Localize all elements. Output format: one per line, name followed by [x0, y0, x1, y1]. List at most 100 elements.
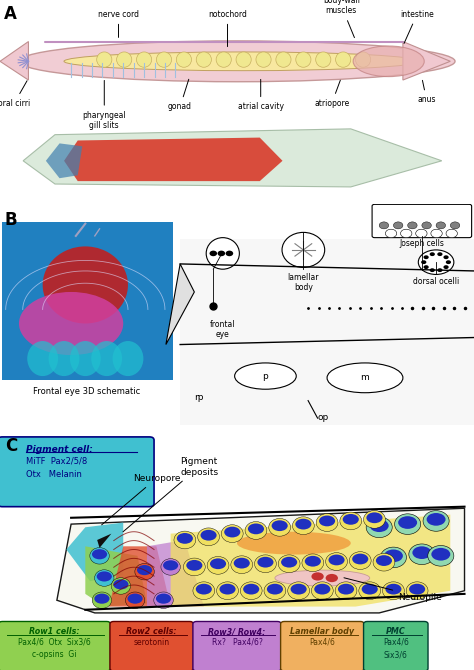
Circle shape — [398, 516, 417, 529]
Ellipse shape — [235, 363, 296, 389]
Ellipse shape — [282, 232, 325, 267]
Circle shape — [210, 558, 226, 569]
Circle shape — [128, 594, 143, 604]
Text: pharyngeal
gill slits: pharyngeal gill slits — [82, 80, 126, 130]
Ellipse shape — [236, 52, 251, 67]
Circle shape — [226, 251, 233, 256]
Ellipse shape — [316, 514, 338, 531]
Circle shape — [291, 584, 307, 594]
Ellipse shape — [296, 52, 311, 67]
Text: frontal
eye: frontal eye — [210, 320, 236, 340]
Circle shape — [267, 584, 283, 594]
Text: rp: rp — [194, 393, 204, 401]
Text: p: p — [263, 372, 268, 381]
Circle shape — [137, 565, 152, 575]
Ellipse shape — [353, 46, 424, 76]
Circle shape — [362, 584, 378, 594]
Ellipse shape — [206, 238, 239, 269]
Circle shape — [385, 584, 401, 594]
Circle shape — [436, 222, 446, 229]
Ellipse shape — [340, 512, 362, 530]
Ellipse shape — [349, 551, 371, 570]
FancyBboxPatch shape — [193, 622, 281, 670]
Circle shape — [438, 252, 443, 256]
Ellipse shape — [276, 52, 291, 67]
Text: Row2 cells:: Row2 cells: — [127, 627, 177, 636]
Text: atrial cavity: atrial cavity — [237, 80, 284, 111]
Ellipse shape — [64, 52, 419, 70]
Circle shape — [326, 574, 338, 582]
Text: anus: anus — [417, 80, 436, 105]
Ellipse shape — [90, 547, 109, 564]
Circle shape — [427, 513, 446, 526]
Circle shape — [366, 513, 383, 523]
Text: A: A — [4, 5, 17, 23]
Ellipse shape — [237, 532, 351, 555]
Text: Joseph cells: Joseph cells — [400, 239, 444, 248]
Ellipse shape — [255, 555, 276, 573]
Polygon shape — [403, 42, 450, 80]
Circle shape — [210, 251, 217, 256]
Text: Lamellar body: Lamellar body — [290, 627, 355, 636]
Circle shape — [295, 519, 311, 529]
Polygon shape — [109, 546, 171, 606]
Ellipse shape — [394, 514, 421, 535]
Text: nerve cord: nerve cord — [98, 10, 139, 38]
Text: PMC: PMC — [386, 627, 406, 636]
Text: Pigment cell:: Pigment cell: — [26, 445, 93, 454]
Circle shape — [224, 527, 240, 537]
Text: atriopore: atriopore — [314, 80, 349, 108]
Ellipse shape — [221, 525, 243, 543]
Circle shape — [305, 556, 321, 567]
Circle shape — [319, 515, 335, 527]
Circle shape — [423, 255, 428, 259]
Ellipse shape — [380, 547, 407, 567]
Ellipse shape — [113, 341, 143, 376]
Circle shape — [177, 533, 193, 544]
FancyBboxPatch shape — [281, 622, 364, 670]
Ellipse shape — [92, 592, 112, 608]
Circle shape — [156, 594, 171, 604]
Text: MiTF  Pax2/5/8: MiTF Pax2/5/8 — [26, 457, 87, 466]
Ellipse shape — [216, 52, 231, 67]
Ellipse shape — [245, 521, 267, 539]
Polygon shape — [46, 143, 82, 178]
Ellipse shape — [366, 517, 392, 537]
Ellipse shape — [207, 557, 229, 574]
Ellipse shape — [156, 52, 172, 67]
Circle shape — [409, 584, 425, 594]
Ellipse shape — [70, 341, 100, 376]
Circle shape — [311, 572, 324, 581]
Circle shape — [186, 560, 202, 571]
FancyBboxPatch shape — [364, 622, 428, 670]
Ellipse shape — [117, 52, 132, 67]
Text: notochord: notochord — [208, 10, 247, 47]
Ellipse shape — [27, 341, 58, 376]
Circle shape — [423, 265, 428, 269]
Ellipse shape — [327, 363, 403, 393]
Ellipse shape — [135, 563, 155, 580]
Ellipse shape — [94, 570, 114, 586]
FancyBboxPatch shape — [0, 437, 154, 507]
Circle shape — [248, 523, 264, 534]
Circle shape — [384, 549, 403, 562]
Text: Six3/6: Six3/6 — [384, 651, 408, 659]
Circle shape — [416, 229, 427, 238]
Circle shape — [113, 580, 128, 590]
Circle shape — [219, 584, 236, 594]
Polygon shape — [147, 540, 204, 606]
Polygon shape — [66, 523, 123, 581]
Text: Pax4/6  Otx  Six3/6: Pax4/6 Otx Six3/6 — [18, 638, 91, 647]
Circle shape — [281, 557, 297, 567]
Ellipse shape — [193, 582, 215, 600]
Ellipse shape — [161, 559, 180, 575]
Circle shape — [163, 560, 178, 570]
Text: Pax4/6: Pax4/6 — [310, 638, 335, 647]
Ellipse shape — [174, 531, 196, 549]
Ellipse shape — [409, 544, 435, 565]
Circle shape — [431, 548, 450, 561]
Circle shape — [92, 549, 107, 559]
Ellipse shape — [176, 52, 191, 67]
Ellipse shape — [49, 341, 80, 376]
Ellipse shape — [264, 582, 286, 600]
